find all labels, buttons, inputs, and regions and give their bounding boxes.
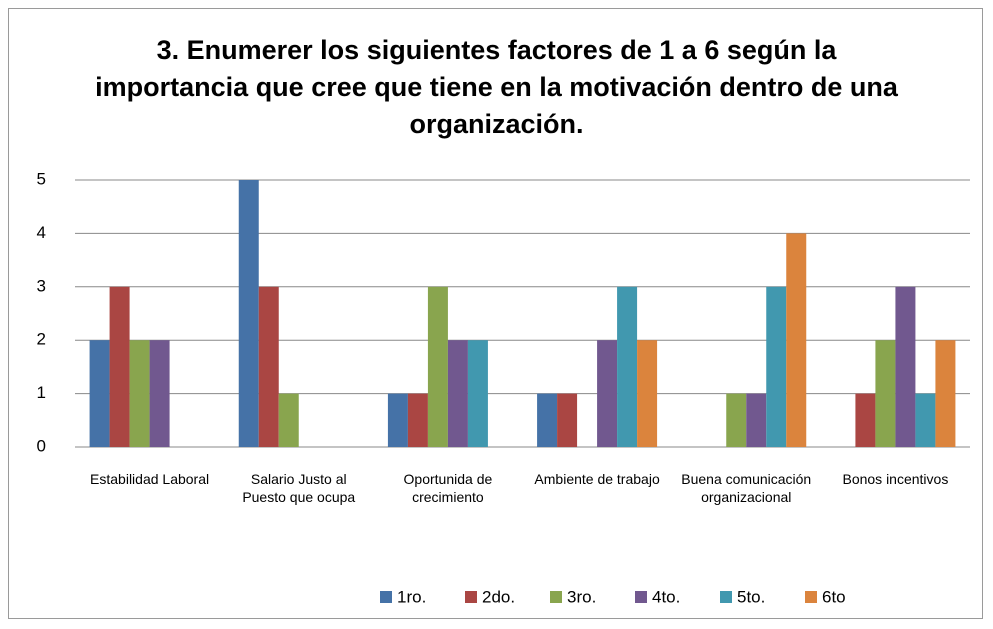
bar [557, 393, 578, 447]
bar [875, 340, 896, 447]
chart-border [8, 8, 983, 619]
bar [855, 393, 876, 447]
bar [915, 393, 936, 447]
bar [427, 286, 448, 447]
x-tick-label: Ambiente de trabajo [534, 471, 660, 487]
x-tick-label: Bonos incentivos [842, 471, 949, 487]
legend-label: 2do. [482, 587, 515, 606]
legend-swatch [550, 591, 562, 603]
bar [786, 233, 807, 447]
bar [726, 393, 747, 447]
bar [129, 340, 150, 447]
bar [278, 393, 299, 447]
bar [746, 393, 767, 447]
legend-swatch [380, 591, 392, 603]
x-tick-label: Buena comunicación organizacional [681, 471, 812, 505]
bar [766, 286, 787, 447]
legend-swatch [465, 591, 477, 603]
legend-swatch [635, 591, 647, 603]
bar [258, 286, 279, 447]
y-tick-label: 4 [37, 223, 46, 242]
legend-label: 6to [822, 587, 846, 606]
legend-swatch [720, 591, 732, 603]
x-tick-label: Estabilidad Laboral [90, 471, 210, 487]
y-tick-label: 0 [37, 436, 46, 455]
bar [89, 340, 110, 447]
bar [447, 340, 468, 447]
y-tick-label: 2 [37, 330, 46, 349]
bar [537, 393, 558, 447]
bar [467, 340, 488, 447]
legend-label: 5to. [737, 587, 765, 606]
y-tick-label: 3 [37, 276, 46, 295]
chart-title: 3. Enumerer los siguientes factores de 1… [95, 35, 898, 139]
bar [407, 393, 428, 447]
bar [895, 286, 916, 447]
bar [149, 340, 170, 447]
bar [597, 340, 618, 447]
x-tick-label: Oportunida de crecimiento [403, 471, 493, 505]
bar [617, 286, 638, 447]
legend-label: 4to. [652, 587, 680, 606]
y-tick-label: 5 [37, 169, 46, 188]
bar [637, 340, 658, 447]
legend-swatch [805, 591, 817, 603]
bar [387, 393, 408, 447]
bar [109, 286, 130, 447]
x-tick-label: Salario Justo al Puesto que ocupa [242, 471, 356, 505]
legend-label: 3ro. [567, 587, 596, 606]
legend-label: 1ro. [397, 587, 426, 606]
y-tick-label: 1 [37, 383, 46, 402]
bar [935, 340, 956, 447]
bar [238, 180, 259, 447]
